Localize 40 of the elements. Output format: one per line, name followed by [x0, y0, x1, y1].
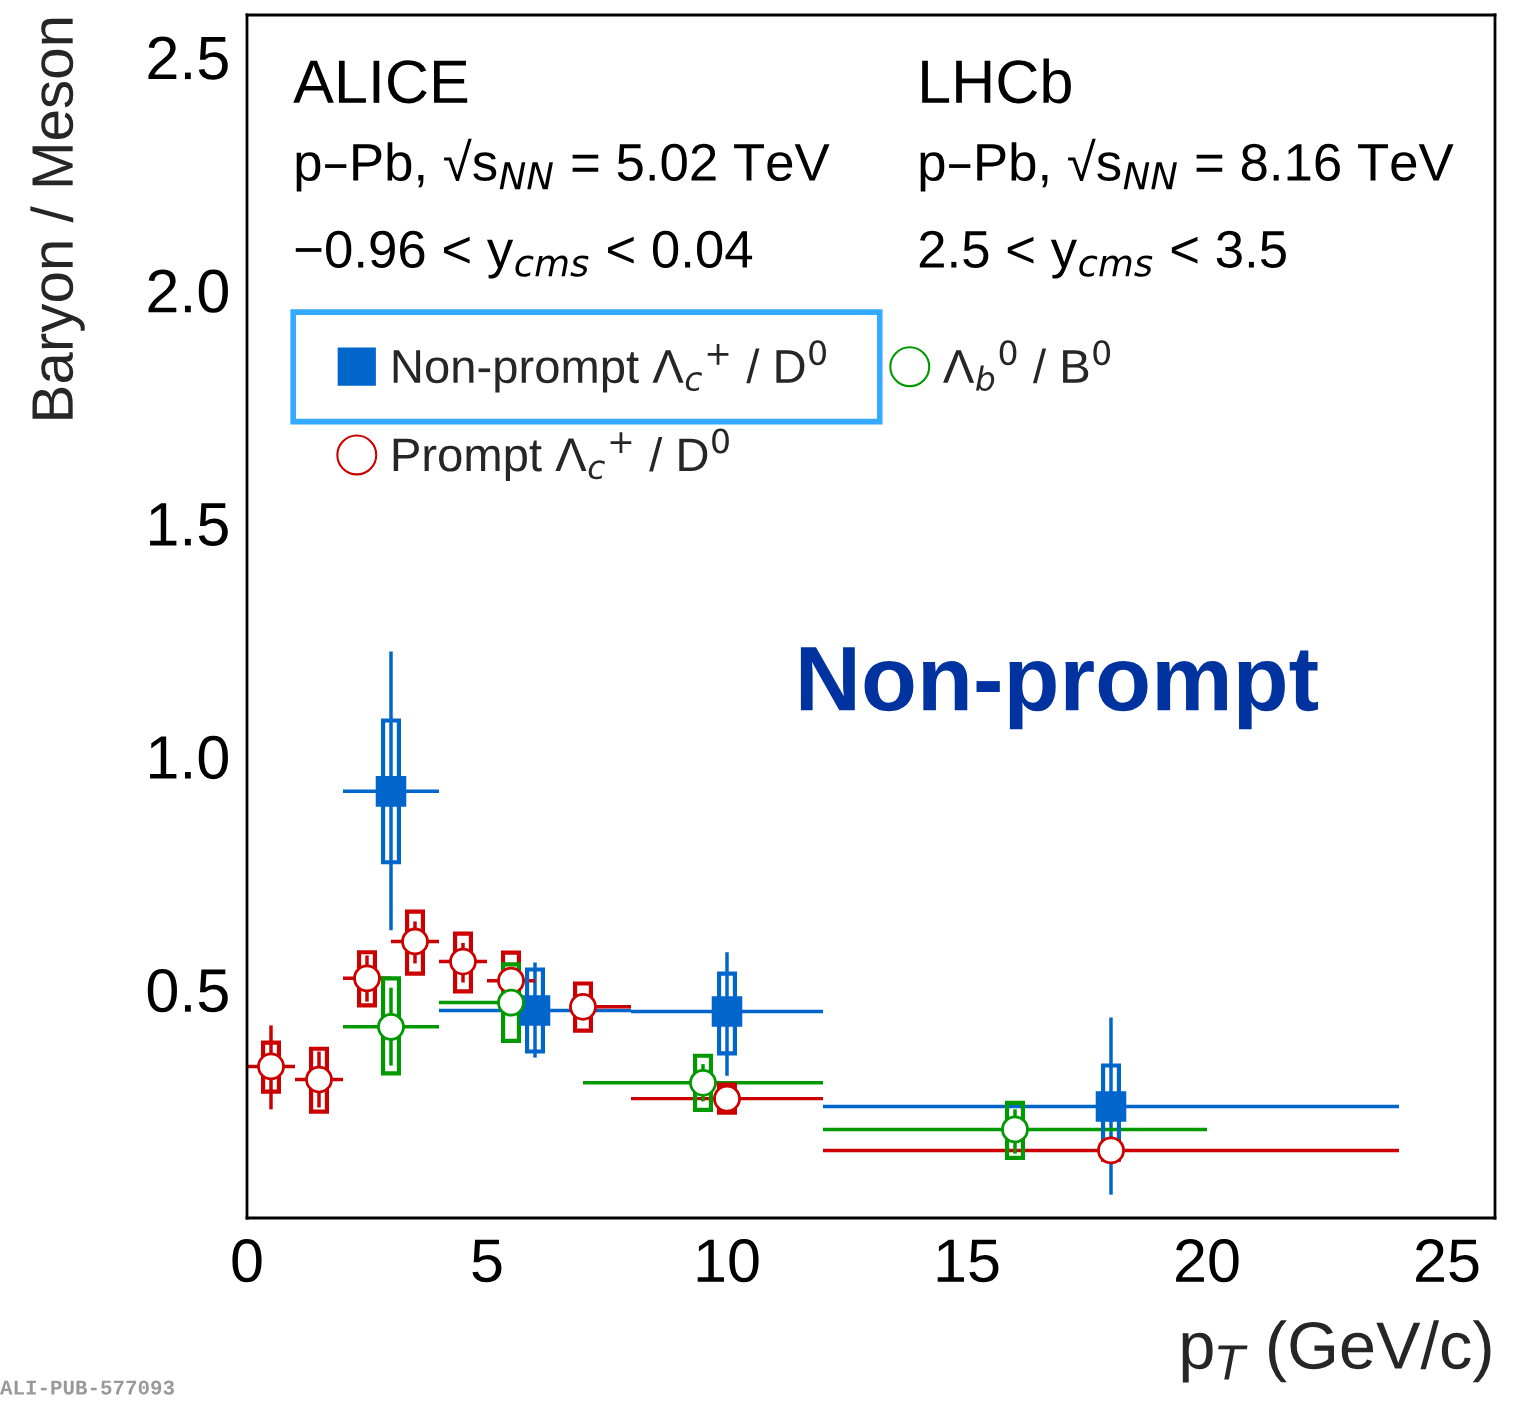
point	[305, 1065, 333, 1094]
annotation: p–Pb, √s$_{NN}$ = 8.16 TeV	[920, 138, 1454, 192]
x-tick-label: 5	[472, 1239, 502, 1283]
annotation: p–Pb, √s$_{NN}$ = 5.02 TeV	[296, 138, 830, 192]
annotation: −0.96 < y$_{cms}$ < 0.04	[295, 230, 753, 279]
point	[1097, 1136, 1125, 1165]
point	[497, 966, 525, 995]
point	[497, 988, 525, 1017]
point	[401, 927, 429, 956]
y-tick-label: 0.5	[147, 968, 228, 1013]
point	[257, 1052, 285, 1081]
y-tick-label: 2.0	[148, 269, 228, 313]
x-axis-title: p$_{T}$ (GeV/c)	[1182, 1320, 1491, 1383]
point	[1095, 1091, 1127, 1122]
annotation: Non-prompt	[800, 647, 1319, 730]
point	[711, 996, 743, 1027]
point	[375, 776, 407, 807]
point	[519, 995, 551, 1026]
x-tick-label: 15	[937, 1239, 999, 1283]
y-tick-label: 1.5	[150, 503, 228, 546]
legend-label: Λ$_{b}$$^{0}$ / B$^{0}$	[943, 340, 1111, 392]
point	[377, 1012, 405, 1041]
legend-label: Prompt Λ$_{c}$$^{+}$ / D$^{0}$	[393, 428, 729, 481]
point	[449, 947, 477, 976]
y-tick-label: 1.0	[150, 735, 228, 780]
annotation: 2.5 < y$_{cms}$ < 3.5	[919, 230, 1286, 279]
x-tick-label: 25	[1416, 1239, 1479, 1283]
point	[353, 964, 381, 993]
point	[569, 992, 597, 1021]
y-axis-title: Baryon / Meson	[30, 18, 85, 419]
annotation: LHCb	[922, 58, 1071, 104]
x-tick-label: 10	[697, 1239, 759, 1283]
y-tick-label: 2.5	[148, 36, 228, 80]
x-tick-label: 20	[1176, 1239, 1239, 1283]
x-tick-label: 0	[232, 1239, 262, 1283]
point	[1001, 1115, 1029, 1144]
annotation: ALICE	[293, 60, 468, 104]
point	[689, 1068, 717, 1097]
legend-label: Non-prompt Λ$_{c}$$^{+}$ / D$^{0}$	[393, 340, 826, 393]
text: ALI-PUB-577093	[0, 1380, 174, 1395]
